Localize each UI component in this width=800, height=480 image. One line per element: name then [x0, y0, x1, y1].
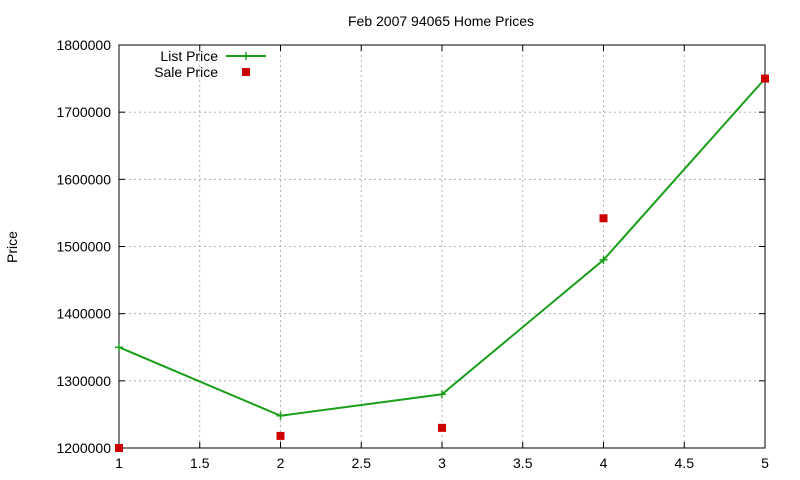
- legend-entry: List Price: [160, 48, 266, 64]
- x-tick-label: 2.5: [352, 455, 372, 471]
- y-tick-label: 1400000: [56, 306, 111, 322]
- y-tick-label: 1500000: [56, 239, 111, 255]
- x-tick-label: 2: [277, 455, 285, 471]
- list-price-point: [599, 255, 608, 264]
- sale-price-point: [761, 74, 769, 83]
- axis-ticks: 1 1.5 2 2.5 3 3.5 4 4.5 5 1200000 1300000 1400000 15…: [56, 37, 769, 471]
- legend-label: Sale Price: [154, 64, 218, 80]
- legend-square-marker: [242, 68, 250, 76]
- list-price-point: [276, 411, 285, 420]
- x-tick-label: 5: [761, 455, 769, 471]
- list-price-point: [438, 390, 446, 399]
- series: [115, 74, 769, 452]
- legend-label: List Price: [160, 48, 218, 64]
- x-tick-label: 4.5: [675, 455, 695, 471]
- y-tick-label: 1800000: [56, 37, 111, 53]
- sale-price-point: [599, 214, 608, 223]
- x-tick-label: 3: [438, 455, 446, 471]
- list-price-point: [115, 343, 123, 352]
- y-tick-label: 1200000: [56, 440, 111, 456]
- y-axis-label: Price: [4, 231, 20, 263]
- y-tick-label: 1300000: [56, 373, 111, 389]
- sale-price-point: [115, 444, 123, 452]
- chart-title: Feb 2007 94065 Home Prices: [348, 13, 534, 29]
- sale-price-point: [438, 423, 446, 432]
- x-tick-label: 4: [600, 455, 608, 471]
- series-sale-price: [115, 74, 769, 452]
- y-tick-label: 1700000: [56, 104, 111, 120]
- legend-entry: Sale Price: [154, 64, 250, 80]
- legend-plus-marker: [242, 52, 250, 60]
- grid: [119, 45, 765, 448]
- sale-price-point: [276, 431, 285, 440]
- x-tick-label: 3.5: [513, 455, 533, 471]
- x-tick-label: 1: [115, 455, 123, 471]
- x-tick-label: 1.5: [190, 455, 210, 471]
- y-tick-label: 1600000: [56, 171, 111, 187]
